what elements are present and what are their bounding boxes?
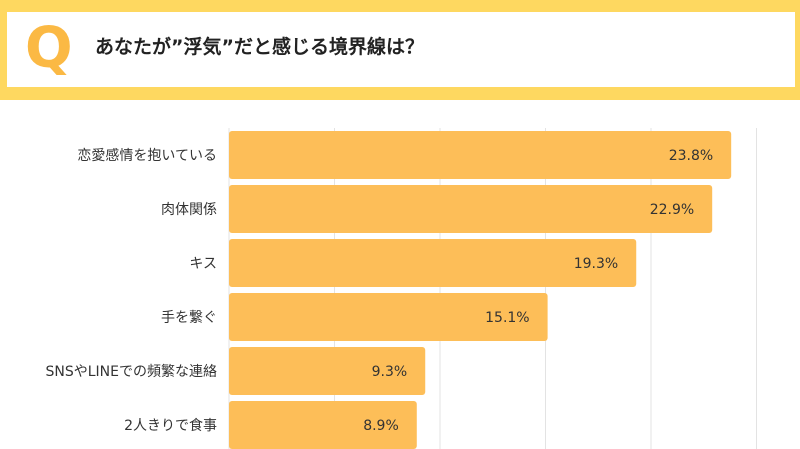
category-label: 肉体関係 <box>161 202 217 218</box>
bar <box>229 239 637 287</box>
bar <box>229 185 713 233</box>
category-label: 手を繋ぐ <box>161 310 217 326</box>
value-label: 22.9% <box>650 202 694 218</box>
value-label: 23.8% <box>669 148 713 164</box>
bar <box>229 347 426 395</box>
bar <box>229 401 417 449</box>
value-label: 9.3% <box>372 364 408 380</box>
value-label: 8.9% <box>363 418 399 434</box>
bar <box>229 131 732 179</box>
category-label: 2人きりで食事 <box>124 417 217 434</box>
category-label: 恋愛感情を抱いている <box>77 147 217 164</box>
bar <box>229 293 548 341</box>
category-label: SNSやLINEでの頻繁な連絡 <box>46 364 218 380</box>
header-band: Q あなたが”浮気”だと感じる境界線は？ <box>0 0 800 100</box>
category-label: キス <box>189 256 217 272</box>
question-title: あなたが”浮気”だと感じる境界線は？ <box>95 36 424 58</box>
q-mark: Q <box>25 16 73 81</box>
header-panel: Q あなたが”浮気”だと感じる境界線は？ <box>7 12 795 87</box>
value-label: 15.1% <box>485 310 529 326</box>
value-label: 19.3% <box>574 256 618 272</box>
